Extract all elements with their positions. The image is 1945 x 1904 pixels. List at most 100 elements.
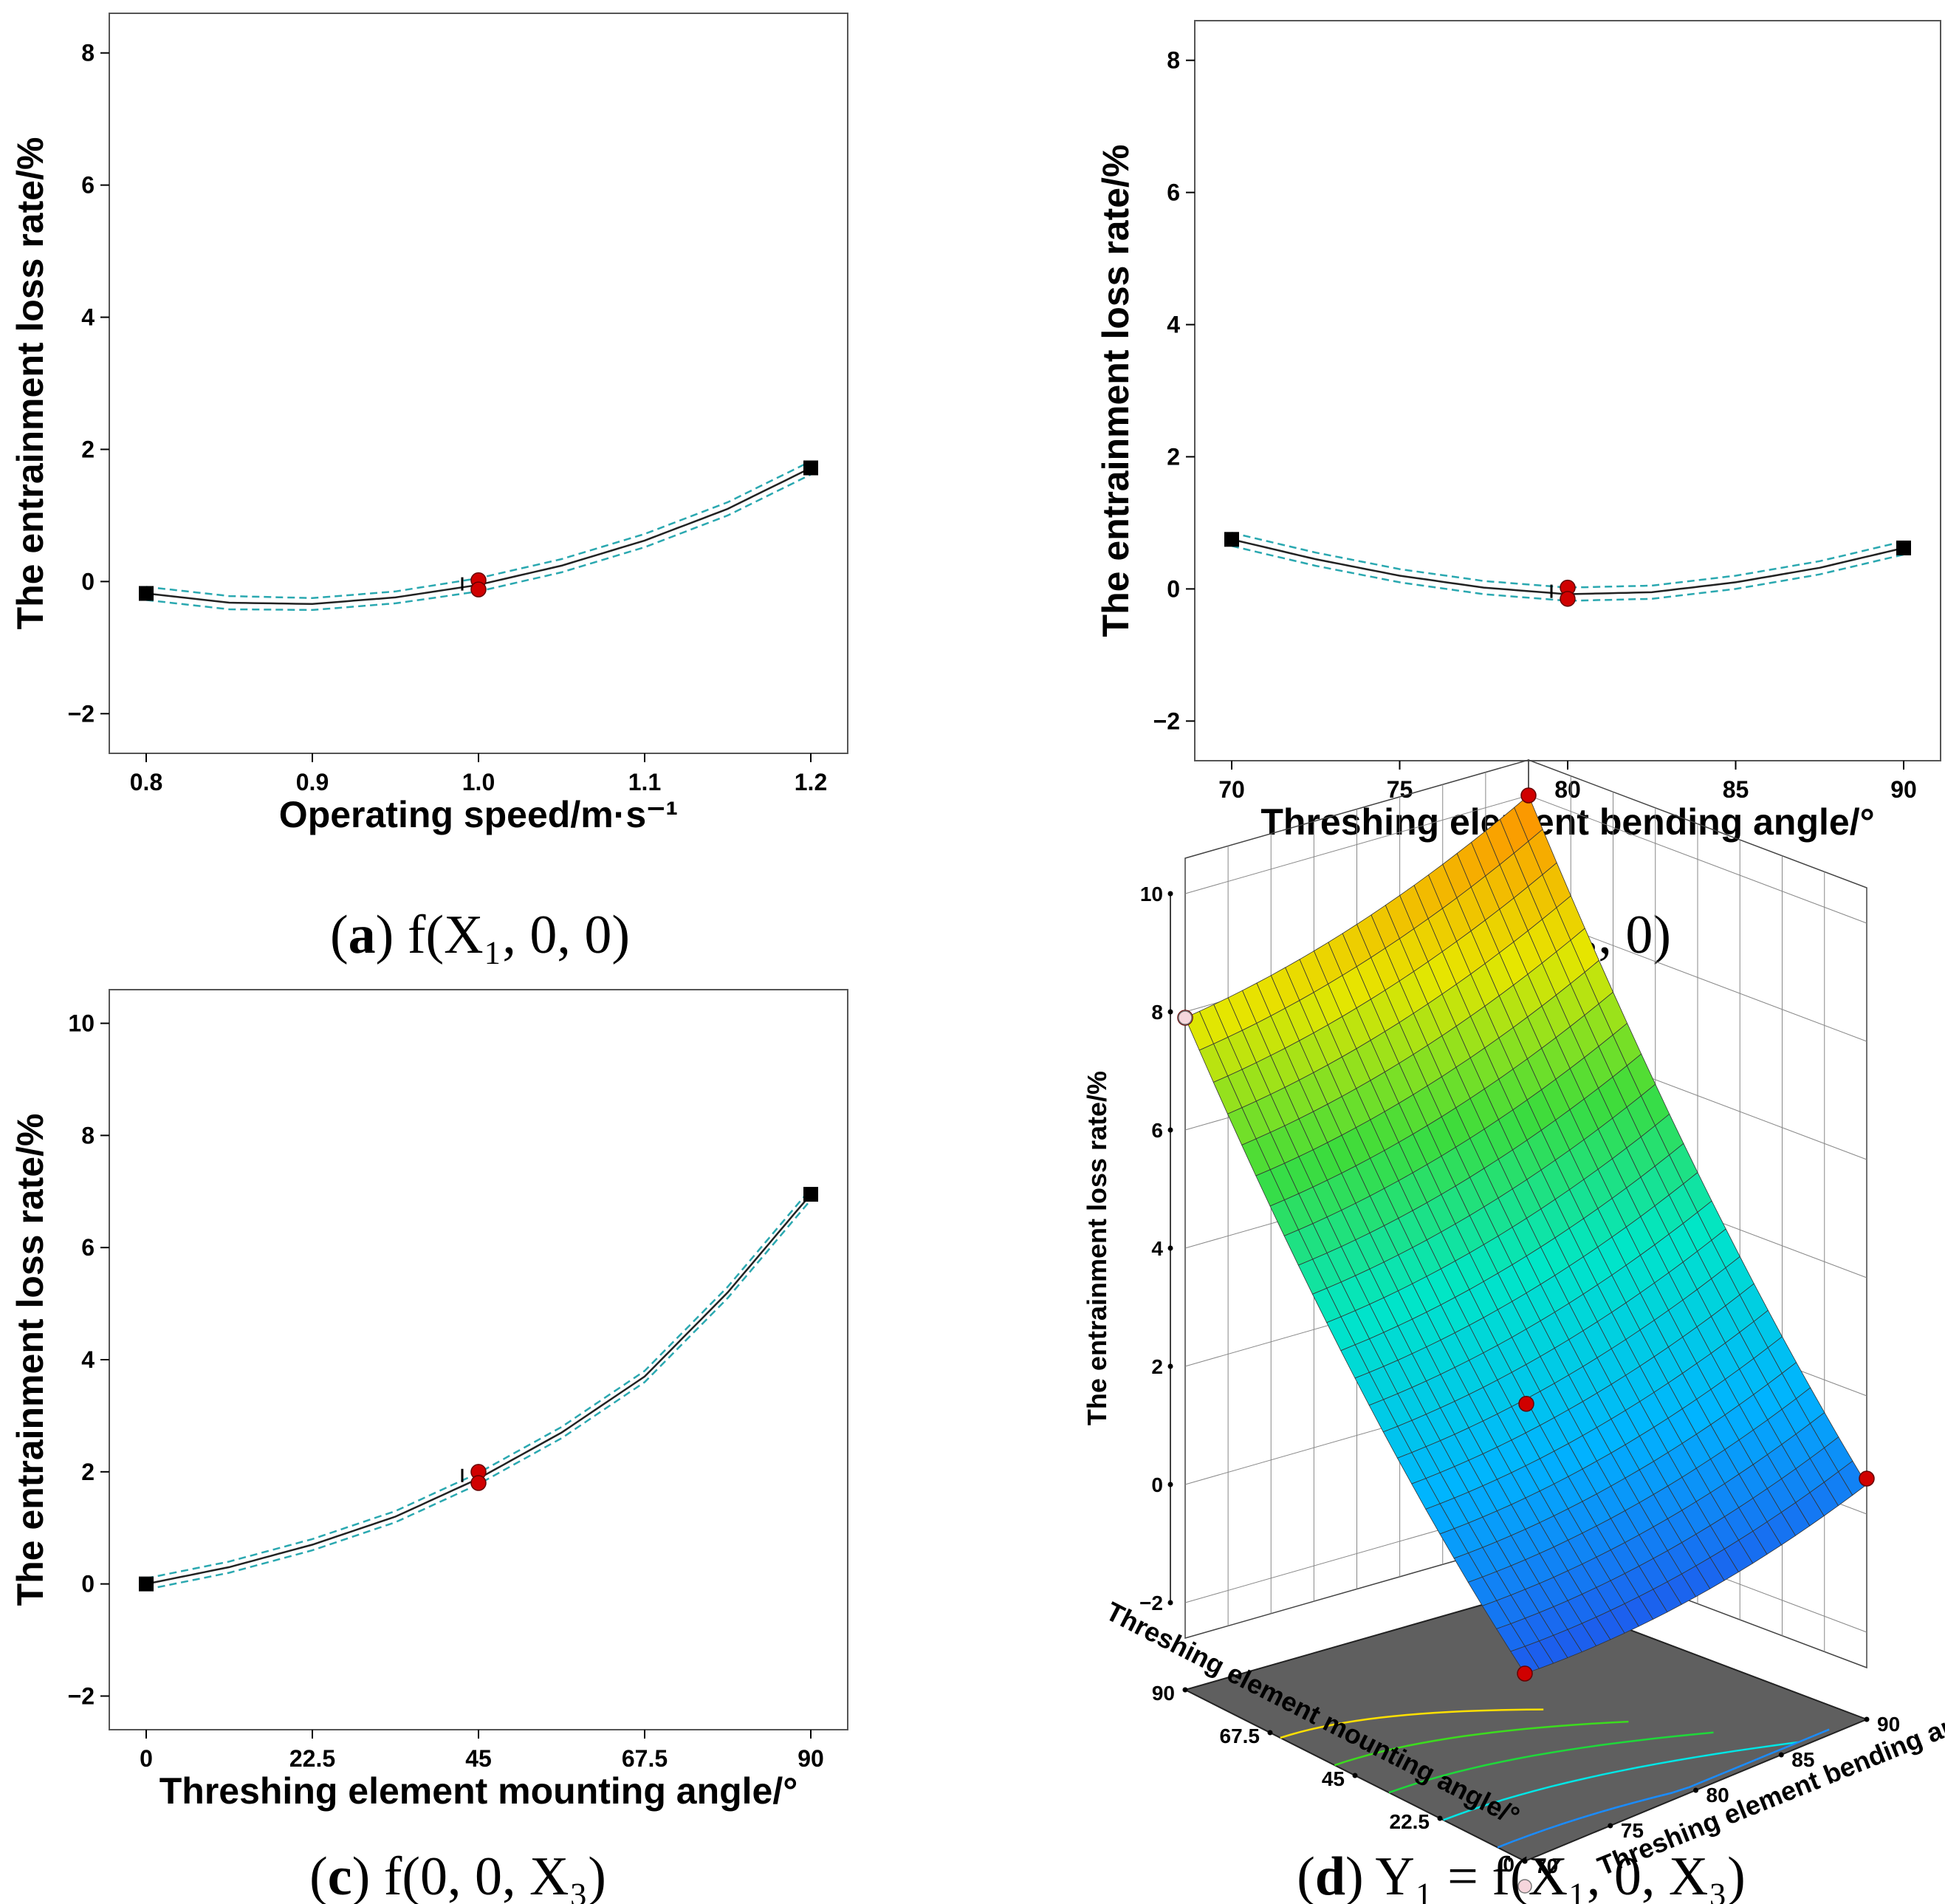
y-tick-label: 0 <box>81 568 95 595</box>
z-tick-mark <box>1167 1600 1173 1606</box>
x-tick-label: 90 <box>1152 1682 1175 1705</box>
y-tick-label: 8 <box>1167 47 1180 74</box>
caption-paren: ( <box>1297 1846 1315 1904</box>
y-tick-label: −2 <box>68 1682 95 1709</box>
caption-paren: ( <box>330 905 349 965</box>
contour-line <box>1388 1731 1714 1794</box>
design-point <box>1517 1665 1533 1682</box>
caption-c: (c) f(0, 0, X₃) <box>309 1846 606 1904</box>
z-tick-mark <box>1167 1245 1173 1251</box>
z-tick-label: 0 <box>1151 1473 1163 1496</box>
z-tick-mark <box>1167 1482 1173 1487</box>
x-tick-label: 67.5 <box>1220 1725 1260 1747</box>
design-point-square <box>803 460 818 476</box>
y-tick-label: 2 <box>1167 443 1180 470</box>
caption-letter: a <box>349 905 376 965</box>
series-lower-ci <box>145 1199 812 1591</box>
design-point-square <box>1896 540 1911 555</box>
x-tick-label: 1.1 <box>628 769 661 795</box>
design-point-square <box>139 1576 154 1592</box>
contour-line <box>1280 1708 1544 1739</box>
z-tick-mark <box>1167 1127 1173 1133</box>
x-axis-label: Operating speed/m·s⁻¹ <box>279 794 678 835</box>
caption-paren: ( <box>309 1846 328 1904</box>
caption-formula: ) Y₁ = f(X₁, 0, X₃) <box>1345 1846 1746 1904</box>
x-tick-label: 67.5 <box>622 1745 668 1772</box>
y-axis-label: The entrainment loss rate/% <box>10 1114 51 1606</box>
caption-letter: c <box>328 1846 352 1904</box>
y-tick-label: 10 <box>68 1010 95 1037</box>
caption-letter: d <box>1315 1846 1345 1904</box>
y-tick-label: 2 <box>81 1459 95 1485</box>
y-tick-label: −2 <box>68 700 95 727</box>
y-tick-mark <box>1693 1787 1698 1793</box>
center-point <box>470 581 487 597</box>
contour-line <box>1443 1741 1799 1821</box>
contour-line <box>1497 1728 1830 1849</box>
z-tick-label: 4 <box>1151 1237 1163 1260</box>
y-tick-label: 2 <box>81 436 95 462</box>
series-upper-ci <box>1231 532 1904 589</box>
y-tick-label: 6 <box>81 172 95 199</box>
z-tick-label: 8 <box>1151 1001 1163 1024</box>
z-tick-label: 10 <box>1140 883 1163 905</box>
y-tick-label: 6 <box>1167 179 1180 206</box>
z-tick-mark <box>1167 1363 1173 1369</box>
y-tick-label: 4 <box>81 1346 95 1373</box>
panel-d: −2 0 2 4 6 8 10 The entrainment loss rate/% 0 22.… <box>1082 758 1945 1904</box>
x-tick-label: 45 <box>465 1745 492 1772</box>
x-tick-mark <box>1352 1773 1358 1778</box>
plot-frame <box>1194 20 1941 761</box>
z-tick-label: −2 <box>1139 1592 1163 1614</box>
z-tick-label: 6 <box>1151 1119 1163 1142</box>
y-tick-label: 75 <box>1621 1819 1644 1842</box>
center-point <box>470 1475 487 1491</box>
z-axis-label: The entrainment loss rate/% <box>1082 1071 1112 1425</box>
x-tick-mark <box>1182 1687 1188 1693</box>
z-tick-label: 2 <box>1151 1355 1163 1378</box>
center-point <box>1560 591 1576 607</box>
x-tick-label: 85 <box>1723 776 1749 803</box>
x-tick-label: 22.5 <box>289 1745 335 1772</box>
x-tick-label: 1.0 <box>462 769 495 795</box>
z-tick-mark <box>1167 1009 1173 1015</box>
y-tick-label: −2 <box>1153 708 1180 734</box>
y-tick-label: 0 <box>1167 575 1180 602</box>
x-tick-label: 0 <box>140 1745 153 1772</box>
z-tick-mark <box>1167 891 1173 897</box>
design-point-square <box>139 586 154 601</box>
x-tick-label: 0 <box>1503 1853 1515 1876</box>
y-tick-label: 85 <box>1791 1748 1814 1771</box>
y-tick-label: 4 <box>1167 312 1180 338</box>
y-tick-label: 0 <box>81 1571 95 1597</box>
x-axis-label: Threshing element bending angle/° <box>1260 801 1874 843</box>
series-upper-ci <box>145 1188 812 1580</box>
y-tick-mark <box>1778 1752 1784 1758</box>
y-tick-label: 8 <box>81 40 95 66</box>
caption-formula: ) f(0, 0, X₃) <box>352 1846 606 1904</box>
x-tick-label: 0.8 <box>130 769 162 795</box>
plot-frame <box>109 989 848 1730</box>
plot-frame <box>109 13 848 754</box>
x-tick-mark <box>1437 1815 1443 1821</box>
x-tick-label: 22.5 <box>1390 1810 1430 1833</box>
design-point-below <box>1517 1879 1532 1894</box>
x-tick-label: 90 <box>797 1745 824 1772</box>
caption-formula: ) f(X₁, 0, 0) <box>376 905 630 965</box>
series-fit <box>145 1194 812 1585</box>
panel-a: −2 0 2 4 6 8 0.8 0.9 1.0 1.1 1.2 Operating speed/m·… <box>10 13 848 965</box>
design-point-below <box>1178 1010 1193 1025</box>
x-tick-label: 70 <box>1218 776 1245 803</box>
design-point <box>1518 1396 1534 1412</box>
response-surface <box>1184 795 1867 1674</box>
x-tick-label: 80 <box>1554 776 1581 803</box>
y-tick-mark <box>1864 1716 1870 1722</box>
design-point <box>1520 787 1537 804</box>
caption-a: (a) f(X₁, 0, 0) <box>330 905 630 965</box>
x-tick-mark <box>1267 1730 1273 1736</box>
x-tick-label: 1.2 <box>795 769 827 795</box>
design-point-square <box>1224 532 1239 547</box>
y-tick-label: 90 <box>1877 1713 1900 1736</box>
